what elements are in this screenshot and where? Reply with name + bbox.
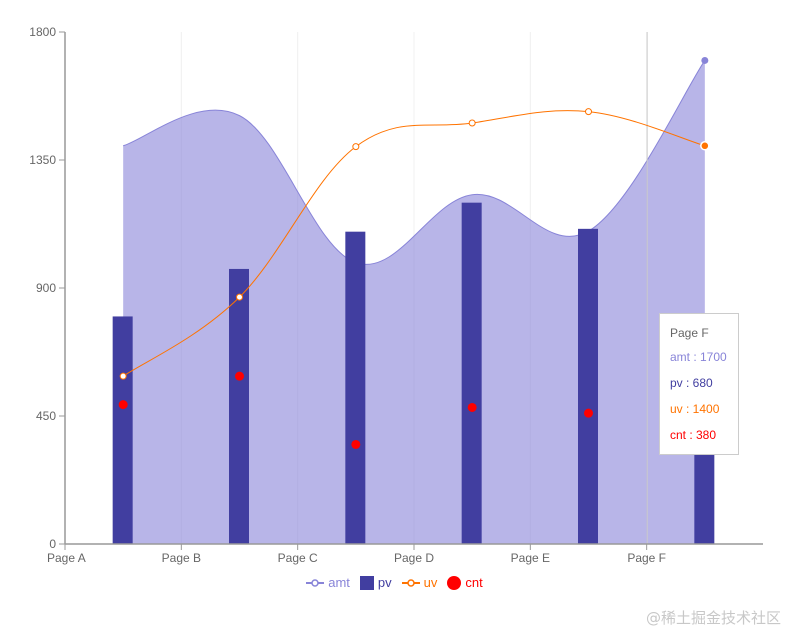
pv-bar[interactable] — [229, 268, 249, 544]
svg-text:0: 0 — [49, 537, 56, 551]
legend-label-amt: amt — [328, 575, 350, 590]
svg-text:Page A: Page A — [47, 551, 86, 565]
amt-active-dot — [701, 56, 709, 64]
svg-text:1800: 1800 — [29, 25, 56, 39]
line-circle-icon — [306, 578, 325, 587]
legend-item-amt[interactable]: amt — [306, 575, 350, 590]
axes: 0 450 900 1350 1800 Page A Page B Page C Page D P… — [29, 25, 763, 565]
tooltip-row-amt: amt : 1700 — [670, 350, 727, 364]
pv-bar[interactable] — [578, 228, 598, 544]
amt-area[interactable] — [123, 56, 709, 544]
uv-dot — [352, 143, 360, 151]
legend-item-pv[interactable]: pv — [359, 575, 392, 590]
svg-text:450: 450 — [36, 409, 56, 423]
cnt-point — [235, 371, 244, 381]
legend-label-pv: pv — [377, 575, 392, 590]
legend-item-cnt[interactable]: cnt — [447, 575, 483, 590]
pv-bar[interactable] — [345, 231, 366, 544]
svg-text:Page D: Page D — [394, 551, 434, 565]
svg-text:1350: 1350 — [29, 153, 56, 167]
cnt-point — [584, 408, 593, 418]
tooltip-row-pv: pv : 680 — [670, 376, 713, 390]
uv-active-dot — [700, 141, 710, 151]
uv-dot — [468, 119, 476, 127]
svg-text:900: 900 — [36, 281, 56, 295]
legend-label-cnt: cnt — [465, 575, 483, 590]
uv-line[interactable] — [119, 108, 710, 380]
svg-text:Page B: Page B — [162, 551, 201, 565]
svg-text:Page F: Page F — [627, 551, 666, 565]
uv-dot — [119, 372, 127, 380]
line-circle-icon — [401, 578, 420, 587]
circle-icon — [447, 575, 462, 590]
square-icon — [359, 575, 374, 590]
legend-label-uv: uv — [423, 575, 438, 590]
uv-dot — [236, 293, 243, 301]
pv-bar[interactable] — [112, 316, 133, 544]
svg-text:Page E: Page E — [511, 551, 550, 565]
watermark: @稀土掘金技术社区 — [645, 609, 781, 627]
cnt-point — [118, 400, 128, 410]
cnt-point — [467, 402, 477, 412]
pv-bar[interactable] — [461, 202, 482, 544]
cnt-point — [351, 439, 361, 449]
tooltip-row-cnt: cnt : 380 — [670, 428, 717, 442]
svg-text:Page C: Page C — [278, 551, 318, 565]
legend: amt pv uv cnt — [0, 575, 789, 590]
tooltip-row-uv: uv : 1400 — [670, 402, 720, 416]
tooltip-label: Page F — [670, 326, 709, 340]
tooltip: Page F amt : 1700 pv : 680 uv : 1400 cnt… — [659, 313, 739, 455]
uv-dot — [585, 108, 592, 116]
legend-item-uv[interactable]: uv — [401, 575, 438, 590]
